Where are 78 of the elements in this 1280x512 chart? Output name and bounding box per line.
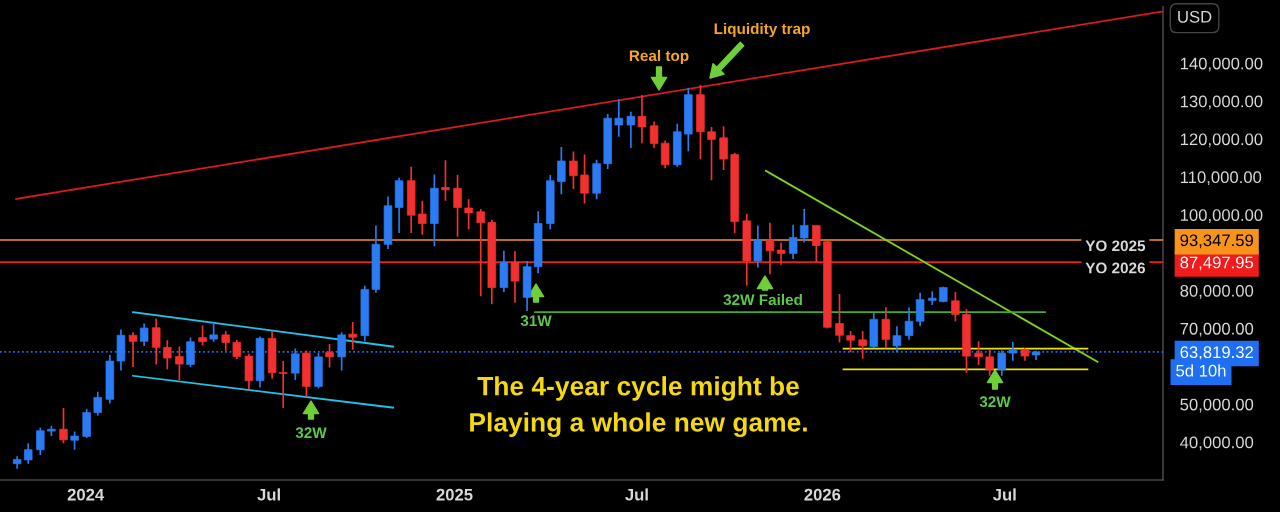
annotation: 32W Failed: [723, 293, 802, 306]
candlestick: [881, 306, 891, 349]
candlestick: [951, 291, 960, 323]
candlestick: [707, 126, 716, 182]
candlestick: [580, 153, 589, 205]
candlestick: [614, 98, 624, 138]
x-tick-label: 2025: [436, 488, 473, 501]
y-tick-label: 140,000.00: [1180, 57, 1263, 72]
candlestick: [453, 174, 462, 238]
annotation: 32W: [295, 427, 327, 439]
candlestick: [151, 317, 161, 366]
candlestick: [163, 339, 172, 371]
candlestick: [36, 426, 45, 456]
candlestick: [904, 306, 914, 341]
candlestick: [915, 291, 925, 328]
candlestick: [278, 360, 288, 409]
y-tick-label: 63,819.32: [1180, 346, 1253, 361]
annotation: Liquidity trap: [714, 22, 810, 38]
candlestick: [626, 110, 636, 149]
candlestick: [776, 241, 786, 266]
candlestick: [198, 324, 207, 347]
y-tick-label: 93,347.59: [1180, 234, 1254, 249]
candlestick: [476, 208, 485, 298]
candlestick: [221, 330, 230, 352]
candlestick: [569, 150, 578, 190]
y-tick-label: 80,000.00: [1180, 284, 1254, 299]
x-tick-label: 2026: [804, 488, 841, 501]
candlestick: [649, 120, 659, 149]
y-tick-label: 40,000.00: [1180, 436, 1254, 451]
ref-line-label: YO 2025: [1085, 240, 1146, 252]
y-tick-label: 110,000.00: [1180, 171, 1262, 186]
candlestick: [325, 343, 334, 369]
candlestick: [139, 322, 149, 347]
y-tick-label: 130,000.00: [1180, 95, 1263, 110]
x-tick-label: Jul: [625, 488, 648, 501]
candlestick: [765, 221, 775, 276]
candlestick: [23, 442, 33, 465]
candlestick: [557, 146, 566, 196]
candlestick: [93, 390, 102, 417]
annotation: 31W: [520, 315, 552, 327]
candlestick: [418, 199, 427, 236]
candlestick: [464, 198, 473, 231]
y-tick-label: 70,000.00: [1180, 322, 1254, 337]
candlestick: [82, 407, 91, 439]
y-tick-label: 87,497.95: [1180, 256, 1254, 271]
candlestick: [441, 159, 450, 202]
candlestick: [59, 407, 68, 445]
candlestick: [846, 330, 855, 354]
annotation: The 4-year cycle might be Playing a whole new game.: [470, 376, 807, 438]
y-tick-label: 100,000.00: [1180, 209, 1263, 223]
candlestick: [348, 321, 357, 351]
candlestick: [70, 430, 79, 451]
candlestick: [835, 293, 844, 344]
candlestick: [799, 208, 809, 244]
candlestick: [660, 139, 670, 170]
candlestick: [209, 322, 218, 343]
candlestick: [232, 338, 242, 360]
y-tick-label: 120,000.00: [1180, 133, 1263, 148]
candlestick: [128, 331, 138, 368]
annotation: Real top: [629, 49, 689, 65]
ref-line-label: YO 2026: [1085, 262, 1146, 274]
ref-line-label: 5d 10h: [1176, 364, 1226, 377]
x-tick-label: Jul: [257, 488, 280, 501]
x-tick-label: Jul: [992, 488, 1016, 501]
candlestick: [510, 250, 520, 304]
candlestick: [637, 94, 647, 145]
candlestick: [175, 345, 184, 381]
text: USD: [1178, 10, 1212, 23]
y-tick-label: 50,000.00: [1180, 398, 1254, 413]
candlestick: [985, 348, 994, 377]
candlestick: [788, 223, 798, 260]
x-tick-label: 2024: [67, 488, 105, 501]
annotation: 32W: [979, 396, 1011, 408]
candlestick: [812, 224, 821, 264]
candlestick: [753, 224, 763, 269]
candlestick: [719, 125, 728, 171]
candlestick: [858, 330, 867, 360]
candlestick: [974, 340, 983, 366]
